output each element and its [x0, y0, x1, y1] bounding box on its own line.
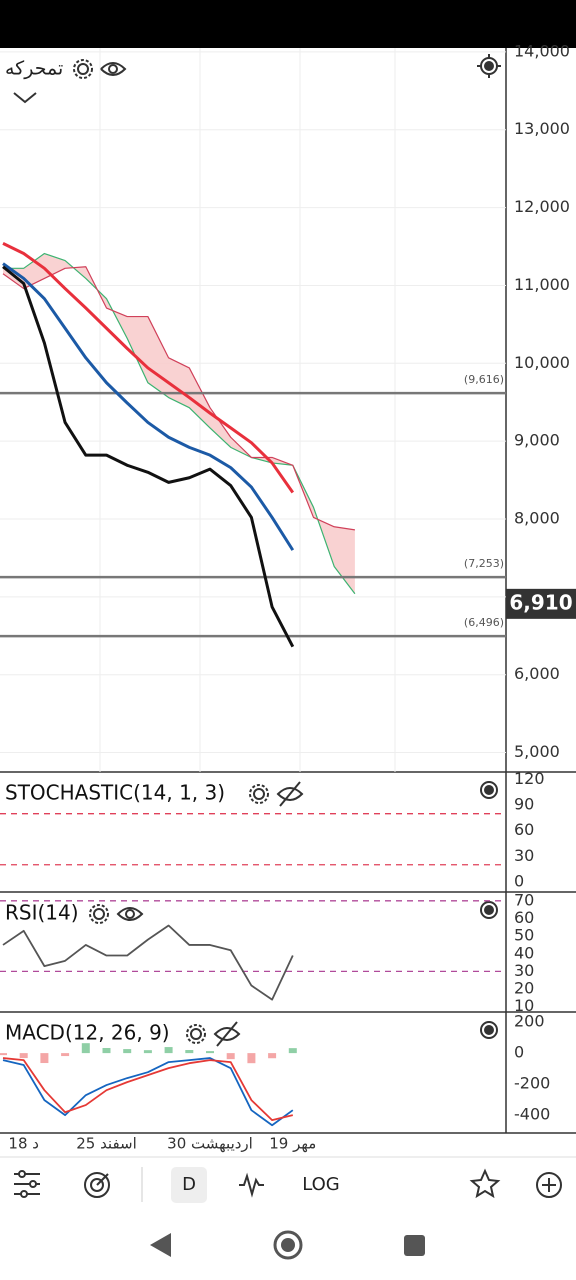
histogram-bar [206, 1051, 214, 1054]
hidden-icon[interactable] [213, 1021, 241, 1047]
histogram-bar [81, 1043, 90, 1054]
y-tick-label: 120 [514, 769, 545, 788]
level-label: (9,616) [464, 373, 504, 386]
panel-title: MACD(12, 26, 9) [5, 1021, 170, 1045]
histogram-bar [61, 1053, 70, 1057]
nav-recent[interactable] [404, 1235, 425, 1256]
interval-button[interactable] [171, 1167, 207, 1203]
status-bar [0, 0, 576, 48]
settings-icon[interactable] [73, 59, 93, 79]
histogram-bar [247, 1053, 256, 1064]
series-line [2, 924, 294, 1001]
visibility-icon[interactable] [116, 907, 144, 921]
indicators-icon[interactable] [84, 1172, 110, 1198]
y-tick-label: 10 [514, 996, 534, 1015]
cloud-edge [2, 266, 355, 531]
y-tick-label: 70 [514, 890, 534, 909]
symbol-name[interactable]: تمحرکه [5, 58, 63, 80]
log-button[interactable]: LOG [302, 1174, 340, 1195]
y-tick-label: -400 [514, 1105, 550, 1124]
level-label: (7,253) [464, 557, 504, 570]
nav-back[interactable] [150, 1233, 171, 1257]
last-price-box [506, 588, 576, 619]
y-tick-label: 12,000 [514, 197, 570, 216]
target-icon[interactable] [480, 1021, 498, 1039]
chart-type-icon[interactable] [239, 1172, 264, 1198]
y-tick-label: 50 [514, 926, 534, 945]
x-tick-label: 19 مهر [269, 1135, 316, 1153]
y-tick-label: 6,000 [514, 664, 560, 683]
settings-icon[interactable] [89, 904, 109, 924]
histogram-bar [123, 1049, 132, 1054]
series-line [2, 1057, 294, 1122]
last-price-label: 6,910 [509, 590, 572, 614]
y-tick-label: 5,000 [514, 742, 560, 761]
series-line [2, 262, 295, 551]
filters-icon[interactable] [14, 1170, 40, 1198]
x-tick-label: 25 اسفند [76, 1135, 137, 1153]
y-tick-label: 20 [514, 979, 534, 998]
y-tick-label: 9,000 [514, 431, 560, 450]
series-line [2, 242, 295, 494]
settings-icon[interactable] [186, 1024, 206, 1044]
y-tick-label: 30 [514, 961, 534, 980]
y-tick-label: 11,000 [514, 275, 570, 294]
visibility-icon[interactable] [99, 62, 127, 76]
collapse-icon[interactable] [13, 92, 37, 104]
cloud-edge [3, 252, 356, 595]
histogram-bar [185, 1050, 194, 1054]
y-tick-label: 60 [514, 908, 534, 927]
y-tick-label: 10,000 [514, 353, 570, 372]
favorite-icon[interactable] [469, 1168, 501, 1199]
histogram-bar [226, 1053, 235, 1060]
histogram-bar [19, 1053, 28, 1059]
target-icon[interactable] [477, 54, 501, 78]
target-icon[interactable] [480, 901, 498, 919]
level-label: (6,496) [464, 616, 504, 629]
y-tick-label: 60 [514, 820, 534, 839]
y-tick-label: 0 [514, 871, 524, 890]
y-tick-label: 8,000 [514, 508, 560, 527]
panel-title: STOCHASTIC(14, 1, 3) [5, 781, 225, 805]
histogram-bar [0, 1053, 7, 1056]
interval-label[interactable]: D [182, 1174, 196, 1195]
nav-home[interactable] [273, 1230, 303, 1260]
y-tick-label: 0 [514, 1043, 524, 1062]
histogram-bar [288, 1048, 297, 1054]
y-tick-label: 14,000 [514, 41, 570, 60]
histogram-bar [268, 1053, 277, 1059]
x-tick-label: 30 اردیبهشت [167, 1135, 253, 1153]
histogram-bar [143, 1050, 152, 1054]
panel-title: RSI(14) [5, 901, 79, 925]
x-tick-label: 18 د [8, 1135, 39, 1153]
y-tick-label: 90 [514, 795, 534, 814]
target-icon[interactable] [480, 781, 498, 799]
y-tick-label: -200 [514, 1074, 550, 1093]
hidden-icon[interactable] [276, 781, 304, 807]
histogram-bar [164, 1047, 173, 1054]
y-tick-label: 13,000 [514, 119, 570, 138]
histogram-bar [40, 1053, 49, 1064]
series-line [2, 1057, 294, 1127]
add-icon[interactable] [536, 1172, 562, 1198]
y-tick-label: 30 [514, 846, 534, 865]
series-line [2, 265, 295, 648]
cloud-area [3, 253, 355, 594]
histogram-bar [102, 1047, 111, 1054]
y-tick-label: 200 [514, 1012, 545, 1031]
settings-icon[interactable] [249, 784, 269, 804]
y-tick-label: 40 [514, 943, 534, 962]
